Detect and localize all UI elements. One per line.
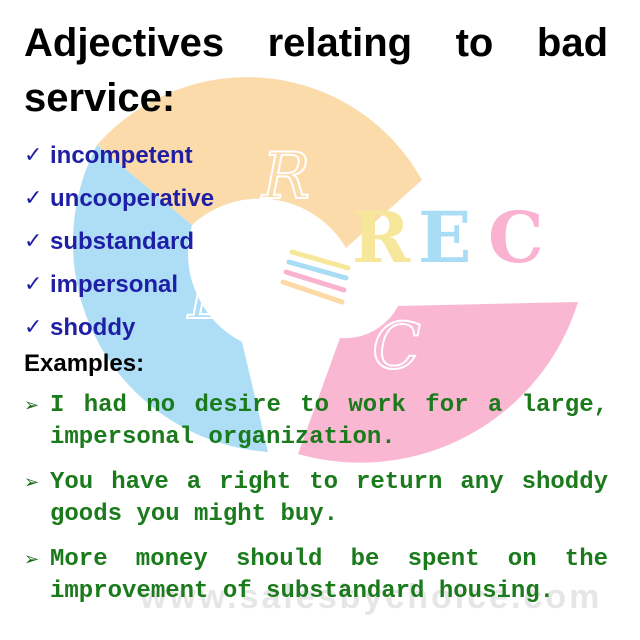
adjective-label: impersonal	[50, 270, 179, 298]
logo-segment-letter: E	[187, 260, 235, 334]
list-item: ✓ uncooperative	[24, 177, 214, 220]
logo-segment-pink	[298, 302, 578, 463]
adjective-label: incompetent	[50, 141, 193, 169]
logo-stripes	[280, 249, 351, 305]
example-sentence: More money should be spent on the improv…	[50, 546, 608, 605]
check-icon: ✓	[24, 143, 43, 168]
logo-segment-orange	[97, 77, 422, 248]
example-sentence: I had no desire to work for a large, imp…	[50, 392, 608, 451]
adjective-label: substandard	[50, 227, 195, 255]
arrow-icon: ➢	[24, 395, 40, 416]
arrow-icon: ➢	[24, 549, 40, 570]
list-item: ✓ incompetent	[24, 134, 214, 177]
check-icon: ✓	[24, 229, 43, 254]
adjective-list: ✓ incompetent ✓ uncooperative ✓ substand…	[24, 134, 214, 349]
list-item: ➢ I had no desire to work for a large, i…	[24, 390, 608, 454]
site-watermark: www.salesbychoice.com	[139, 578, 602, 616]
logo-segment-blue	[72, 145, 269, 452]
list-item: ✓ shoddy	[24, 306, 214, 349]
svg-text:C: C	[488, 196, 544, 279]
logo-text: R E C	[352, 196, 544, 279]
adjective-label: shoddy	[50, 313, 136, 341]
list-item: ✓ impersonal	[24, 263, 214, 306]
logo-segment-letter: R	[261, 140, 310, 214]
arrow-icon: ➢	[24, 472, 40, 493]
list-item: ➢ More money should be spent on the impr…	[24, 544, 608, 608]
check-icon: ✓	[24, 186, 43, 211]
list-item: ✓ substandard	[24, 220, 214, 263]
examples-heading: Examples:	[24, 350, 145, 377]
example-list: ➢ I had no desire to work for a large, i…	[24, 390, 608, 621]
svg-text:R: R	[352, 196, 411, 279]
check-icon: ✓	[24, 272, 43, 297]
adjective-label: uncooperative	[50, 184, 215, 212]
svg-text:E: E	[418, 196, 471, 279]
check-icon: ✓	[24, 315, 43, 340]
logo-segment-letter: C	[372, 310, 421, 384]
list-item: ➢ You have a right to return any shoddy …	[24, 467, 608, 531]
example-sentence: You have a right to return any shoddy go…	[50, 469, 608, 528]
page-title: Adjectives relating to bad service:	[24, 21, 608, 120]
